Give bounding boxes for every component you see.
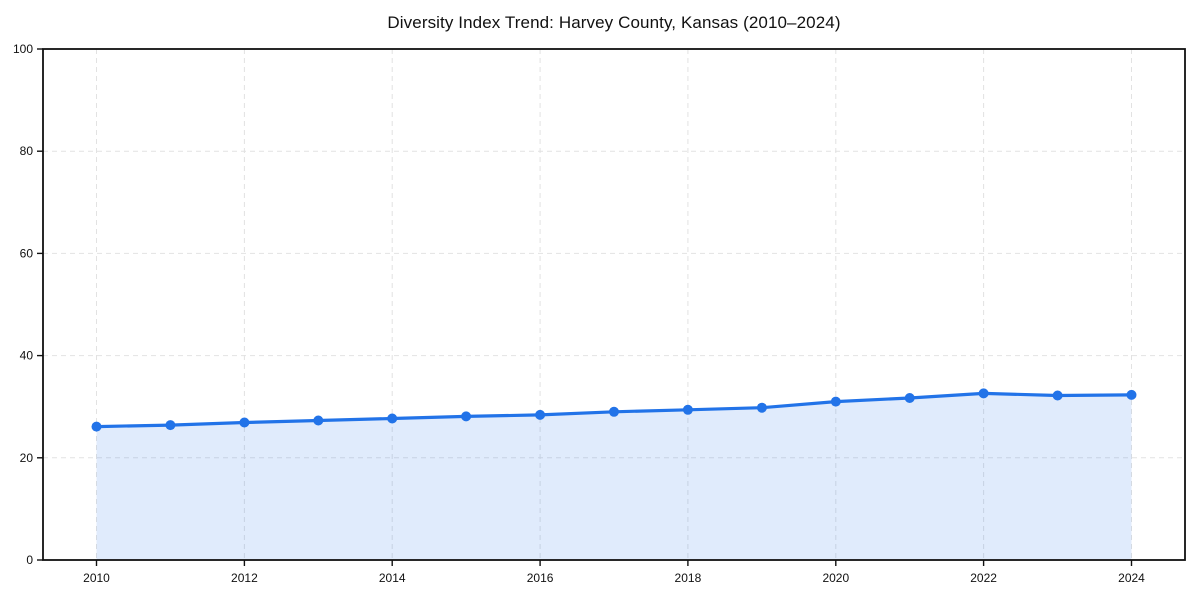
- data-point-marker: [904, 393, 915, 403]
- data-point-marker: [609, 406, 619, 417]
- data-point-marker: [387, 413, 398, 424]
- data-point-marker: [830, 396, 841, 407]
- x-axis-tick-label: 2012: [231, 571, 258, 585]
- x-axis-tick-label: 2018: [675, 571, 702, 585]
- data-point-marker: [682, 404, 693, 415]
- x-axis-tick-label: 2024: [1118, 571, 1145, 585]
- data-point-marker: [756, 402, 767, 413]
- area-fill: [96, 393, 1132, 560]
- y-axis-tick-label: 0: [26, 553, 33, 567]
- y-axis-tick-label: 40: [20, 349, 34, 363]
- data-point-marker: [239, 417, 250, 428]
- data-point-marker: [313, 415, 324, 426]
- x-axis-tick-label: 2022: [970, 571, 997, 585]
- x-axis-tick-label: 2016: [527, 571, 554, 585]
- x-axis-tick-label: 2020: [822, 571, 849, 585]
- y-axis-tick-label: 100: [13, 42, 33, 56]
- y-axis-tick-label: 60: [20, 246, 34, 260]
- data-point-marker: [461, 411, 472, 422]
- x-axis-tick-label: 2010: [83, 571, 110, 585]
- data-point-marker: [535, 409, 546, 420]
- x-axis-tick-label: 2014: [379, 571, 406, 585]
- data-point-marker: [165, 420, 176, 431]
- y-axis-tick-label: 20: [20, 451, 34, 465]
- data-point-marker: [978, 388, 989, 399]
- chart-title: Diversity Index Trend: Harvey County, Ka…: [387, 13, 841, 32]
- data-point-marker: [1052, 390, 1063, 401]
- data-point-marker: [1126, 389, 1137, 400]
- y-axis-tick-label: 80: [20, 144, 34, 158]
- plot-border: [42, 48, 1186, 561]
- data-point-marker: [91, 421, 102, 432]
